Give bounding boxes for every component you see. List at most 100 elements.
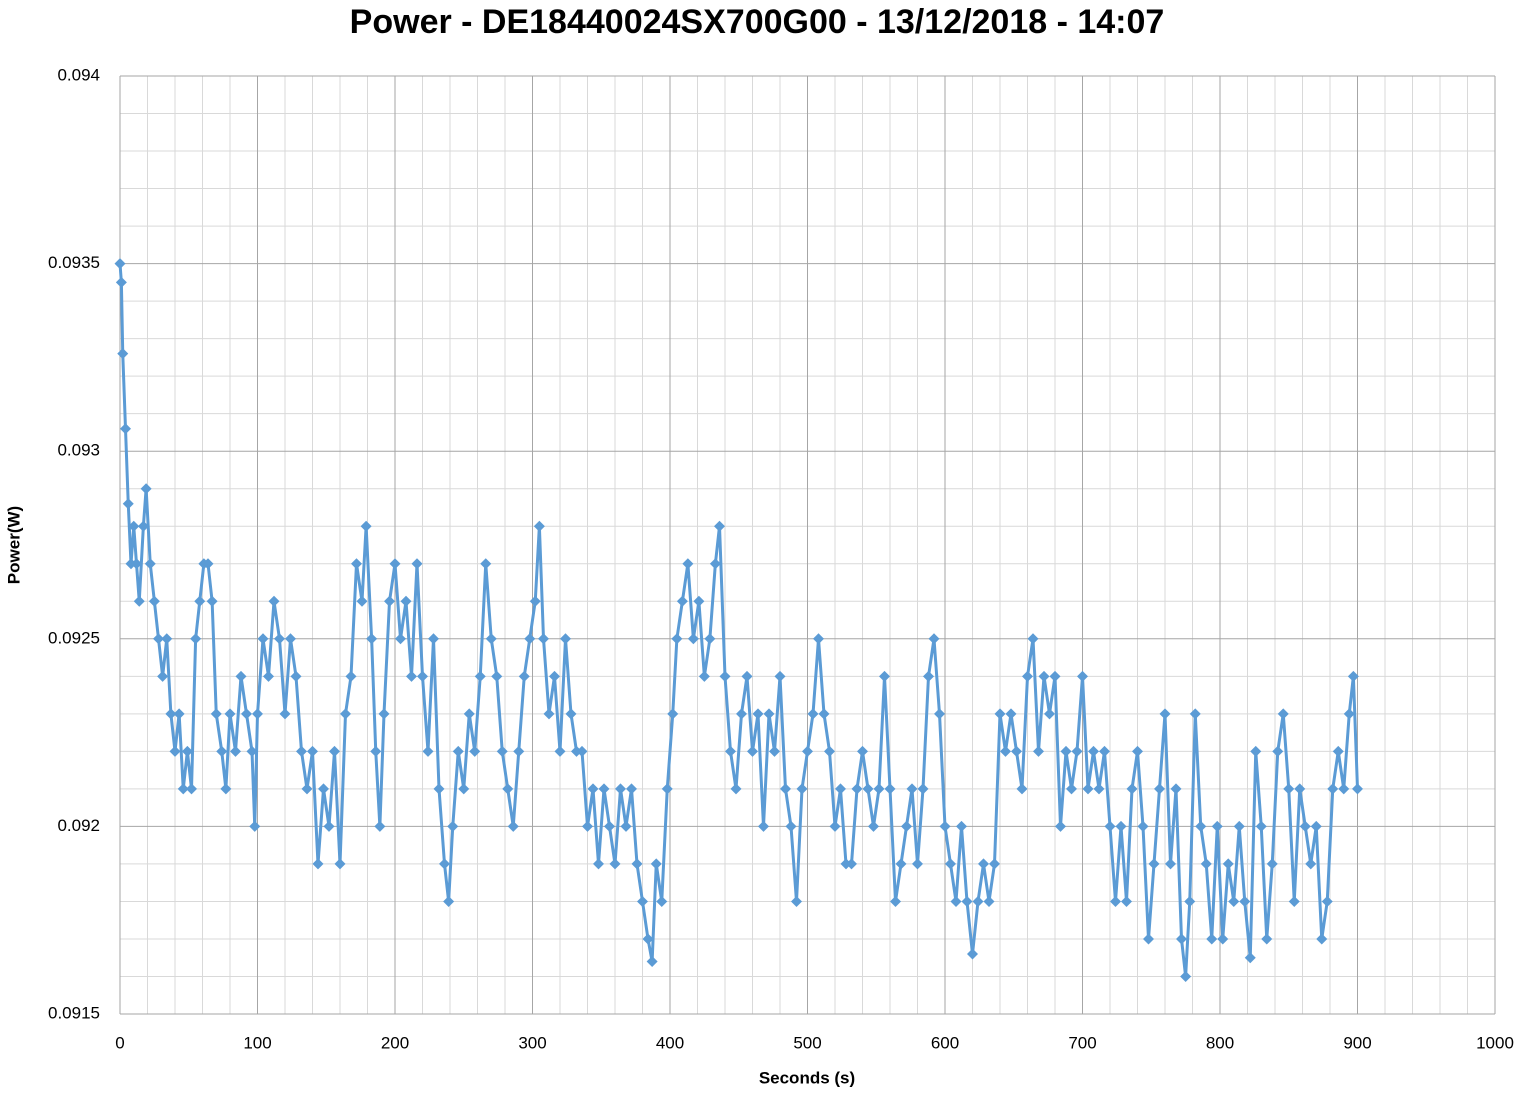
data-point <box>157 670 169 682</box>
data-point <box>895 858 907 870</box>
data-point <box>1294 783 1306 795</box>
data-point <box>186 783 197 795</box>
data-point <box>140 483 152 495</box>
data-point <box>560 633 571 645</box>
data-point <box>307 745 318 757</box>
data-point <box>1104 820 1116 832</box>
data-point <box>934 708 945 720</box>
data-point <box>433 783 445 795</box>
data-point <box>1093 783 1105 795</box>
data-point <box>220 783 232 795</box>
data-point <box>785 820 797 832</box>
y-tick-label: 0.0915 <box>48 1003 100 1022</box>
data-point <box>802 745 813 757</box>
data-point <box>452 745 464 757</box>
data-point <box>1115 820 1127 832</box>
data-point <box>615 783 626 795</box>
x-tick-label: 600 <box>931 1033 959 1052</box>
data-point <box>502 783 514 795</box>
data-point <box>780 783 791 795</box>
data-point <box>1189 708 1201 720</box>
data-point <box>246 745 258 757</box>
data-point <box>1338 783 1350 795</box>
data-point <box>1233 820 1245 832</box>
data-point <box>807 708 819 720</box>
data-point <box>312 858 324 870</box>
data-point <box>890 895 901 907</box>
data-point <box>719 670 731 682</box>
data-point <box>714 520 725 532</box>
data-point <box>1000 745 1011 757</box>
data-point <box>507 820 519 832</box>
data-point <box>356 595 368 607</box>
data-point <box>565 708 577 720</box>
data-point <box>194 595 206 607</box>
data-point <box>120 423 131 435</box>
data-point <box>1066 783 1077 795</box>
data-point <box>879 670 890 682</box>
y-tick-label: 0.0925 <box>48 628 100 647</box>
data-point <box>604 820 615 832</box>
data-point <box>279 708 291 720</box>
data-point <box>637 895 648 907</box>
data-point <box>131 558 142 570</box>
data-point <box>1222 858 1234 870</box>
data-point <box>687 633 699 645</box>
data-point <box>543 708 555 720</box>
data-point <box>1211 820 1223 832</box>
y-tick-label: 0.0935 <box>48 253 100 272</box>
data-point <box>862 783 874 795</box>
data-point <box>873 783 885 795</box>
data-point <box>741 670 753 682</box>
data-point <box>796 783 808 795</box>
data-point <box>950 895 962 907</box>
data-point <box>1077 670 1088 682</box>
data-point <box>774 670 786 682</box>
data-point <box>656 895 668 907</box>
data-point <box>1022 670 1033 682</box>
data-point <box>1299 820 1311 832</box>
data-point <box>587 783 599 795</box>
data-point <box>202 558 214 570</box>
data-point <box>1180 970 1192 982</box>
data-point <box>366 633 378 645</box>
data-point <box>1049 670 1061 682</box>
data-point <box>1261 933 1273 945</box>
data-point <box>524 633 536 645</box>
data-point <box>538 633 549 645</box>
data-point <box>1016 783 1028 795</box>
data-point <box>1099 745 1110 757</box>
x-tick-label: 0 <box>115 1033 124 1052</box>
data-point <box>1165 858 1176 870</box>
data-point <box>428 633 439 645</box>
data-point <box>763 708 775 720</box>
data-point <box>1082 783 1094 795</box>
data-point <box>554 745 566 757</box>
data-point <box>1195 820 1207 832</box>
data-point <box>173 708 185 720</box>
data-point <box>972 895 984 907</box>
x-axis-title: Seconds (s) <box>759 1068 855 1087</box>
data-point <box>1121 895 1132 907</box>
data-point <box>1055 820 1066 832</box>
data-point <box>730 783 742 795</box>
x-tick-label: 400 <box>656 1033 684 1052</box>
data-point <box>835 783 846 795</box>
data-point <box>1332 745 1344 757</box>
data-point <box>491 670 503 682</box>
data-point <box>235 670 247 682</box>
data-point <box>912 858 923 870</box>
data-point <box>411 558 423 570</box>
data-point <box>384 595 395 607</box>
data-point <box>210 708 222 720</box>
data-point <box>177 783 189 795</box>
data-point <box>704 633 716 645</box>
data-point <box>1244 952 1256 964</box>
data-point <box>334 858 346 870</box>
data-point <box>769 745 780 757</box>
data-point <box>752 708 764 720</box>
data-point <box>1288 895 1300 907</box>
data-point <box>945 858 956 870</box>
data-point <box>642 933 654 945</box>
